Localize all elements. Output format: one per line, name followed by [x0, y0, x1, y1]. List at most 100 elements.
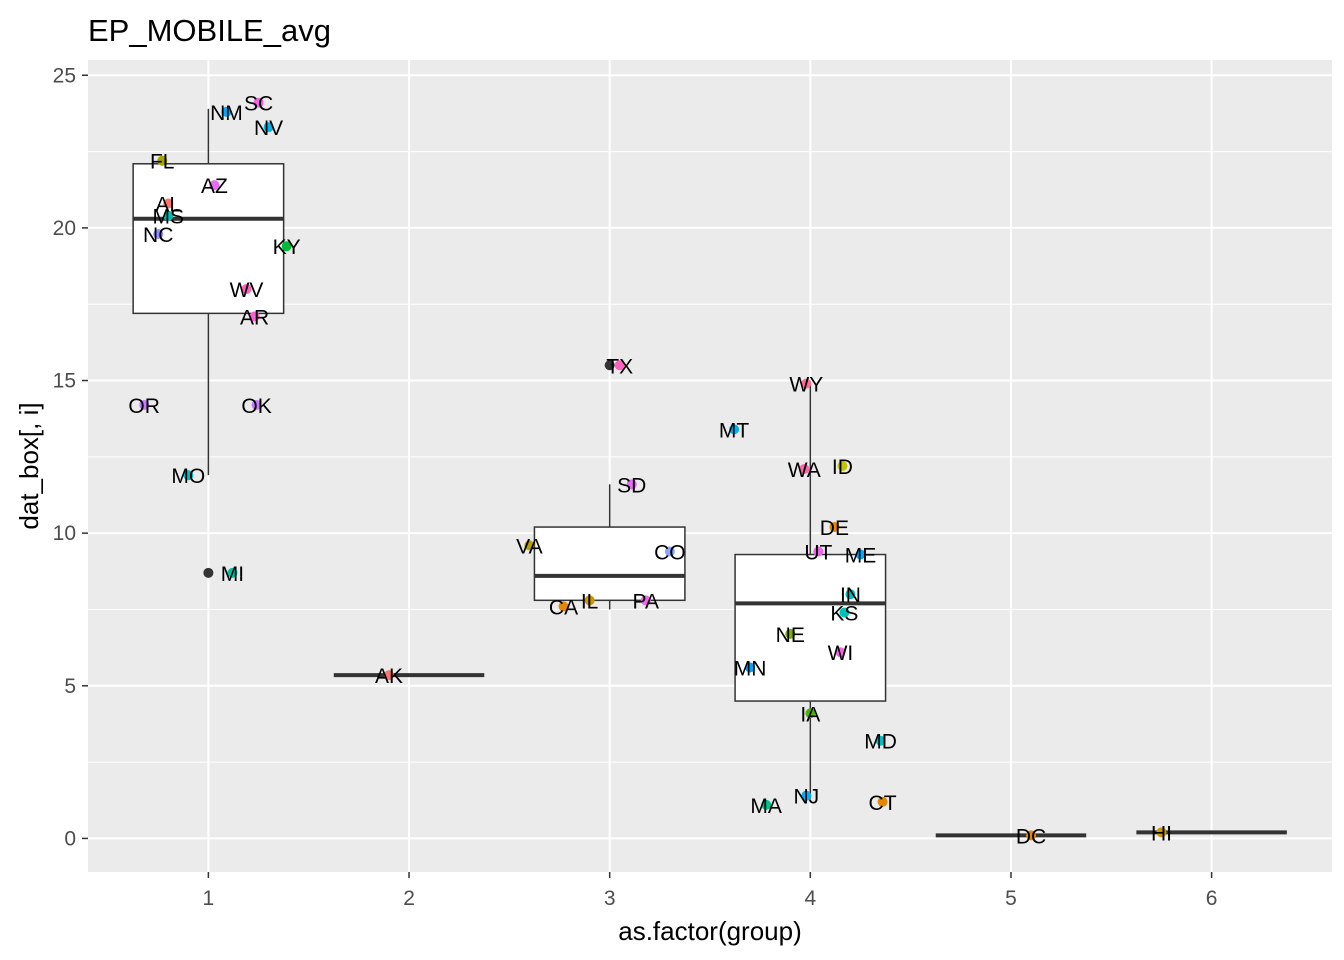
y-tick-label: 15 — [53, 370, 76, 393]
y-tick-label: 5 — [64, 675, 76, 698]
data-point — [729, 424, 740, 435]
box-iqr — [533, 526, 686, 602]
boxplots — [132, 108, 1287, 838]
data-point — [241, 283, 252, 294]
plot-panel — [88, 60, 1332, 872]
point-label: MS — [153, 206, 185, 229]
point-label: PA — [633, 590, 659, 613]
data-point — [626, 479, 637, 490]
point-label: MD — [864, 731, 897, 754]
point-label: IN — [840, 584, 861, 607]
point-label: HI — [1151, 822, 1172, 845]
point-label: NJ — [793, 786, 819, 809]
data-point — [383, 670, 394, 681]
point-label: MN — [734, 657, 767, 680]
data-point — [855, 549, 866, 560]
point-label: NC — [143, 224, 173, 247]
point-label: WY — [789, 374, 823, 397]
x-tick-label: 4 — [804, 887, 816, 910]
data-point — [640, 595, 651, 606]
data-point — [877, 796, 888, 807]
point-label: NE — [776, 624, 805, 647]
outlier-point — [604, 360, 615, 371]
point-label: SC — [244, 93, 273, 116]
point-label: NV — [254, 117, 283, 140]
point-label: VA — [516, 535, 542, 558]
data-point — [614, 360, 625, 371]
data-point — [664, 546, 675, 557]
data-point — [221, 106, 232, 117]
data-point — [745, 662, 756, 673]
x-tick-label: 6 — [1206, 887, 1218, 910]
data-point — [835, 647, 846, 658]
data-point — [263, 122, 274, 133]
data-point — [209, 180, 220, 191]
point-label: SD — [617, 474, 646, 497]
data-point — [875, 735, 886, 746]
y-tick-label: 25 — [53, 64, 76, 87]
data-point — [837, 461, 848, 471]
data-point — [139, 399, 150, 410]
x-tick-label: 3 — [604, 887, 616, 910]
data-point — [761, 799, 772, 810]
point-label: ME — [845, 545, 877, 568]
data-point — [805, 708, 816, 719]
point-label: IL — [581, 590, 599, 613]
data-point — [1156, 827, 1167, 838]
chart-title: EP_MOBILE_avg — [88, 13, 331, 48]
data-point — [253, 97, 264, 108]
point-label: WI — [828, 642, 854, 665]
y-tick-label: 10 — [53, 522, 76, 545]
point-label: WA — [788, 459, 821, 482]
x-axis-title: as.factor(group) — [618, 916, 802, 946]
data-point — [163, 210, 174, 221]
data-point — [524, 540, 535, 551]
point-label: ID — [832, 456, 853, 479]
data-point — [558, 601, 569, 612]
data-point — [839, 607, 850, 618]
point-label: KY — [273, 236, 301, 259]
point-label: TX — [606, 355, 633, 378]
box-iqr — [734, 553, 887, 702]
point-label: MO — [171, 465, 205, 488]
point-label: FL — [150, 151, 175, 174]
outlier-point — [203, 567, 214, 578]
y-tick-label: 20 — [53, 217, 76, 240]
y-axis-ticks: 0 5 10 15 20 25 — [53, 64, 88, 850]
x-axis-ticks: 1 2 3 4 5 6 — [203, 872, 1218, 910]
point-label: DC — [1016, 825, 1046, 848]
point-label: CO — [654, 541, 686, 564]
x-tick-label: 1 — [203, 887, 215, 910]
point-label: IA — [800, 703, 820, 726]
x-tick-label: 5 — [1005, 887, 1017, 910]
y-axis-title: dat_box[, i] — [14, 402, 44, 529]
point-label: MA — [750, 795, 782, 818]
data-point — [157, 155, 168, 166]
data-point — [153, 229, 164, 239]
data-points — [139, 97, 1167, 841]
point-label: KS — [830, 603, 858, 626]
point-label: DE — [820, 517, 849, 540]
data-point — [251, 399, 262, 410]
point-label: AL — [155, 193, 181, 216]
point-label: MI — [221, 563, 244, 586]
point-label: NM — [210, 102, 243, 125]
data-point — [801, 378, 812, 389]
data-point — [1026, 830, 1037, 841]
data-point — [813, 546, 824, 557]
x-tick-label: 2 — [403, 887, 415, 910]
data-point — [249, 311, 260, 322]
point-label: OR — [128, 395, 160, 418]
data-point — [801, 790, 812, 801]
point-label: WV — [230, 279, 264, 302]
data-point — [584, 595, 595, 606]
data-point — [785, 628, 796, 639]
data-point — [183, 470, 194, 481]
data-point — [163, 198, 174, 209]
point-label: UT — [804, 541, 832, 564]
y-tick-label: 0 — [64, 827, 76, 850]
point-label: AR — [240, 306, 269, 329]
data-point — [799, 464, 810, 475]
